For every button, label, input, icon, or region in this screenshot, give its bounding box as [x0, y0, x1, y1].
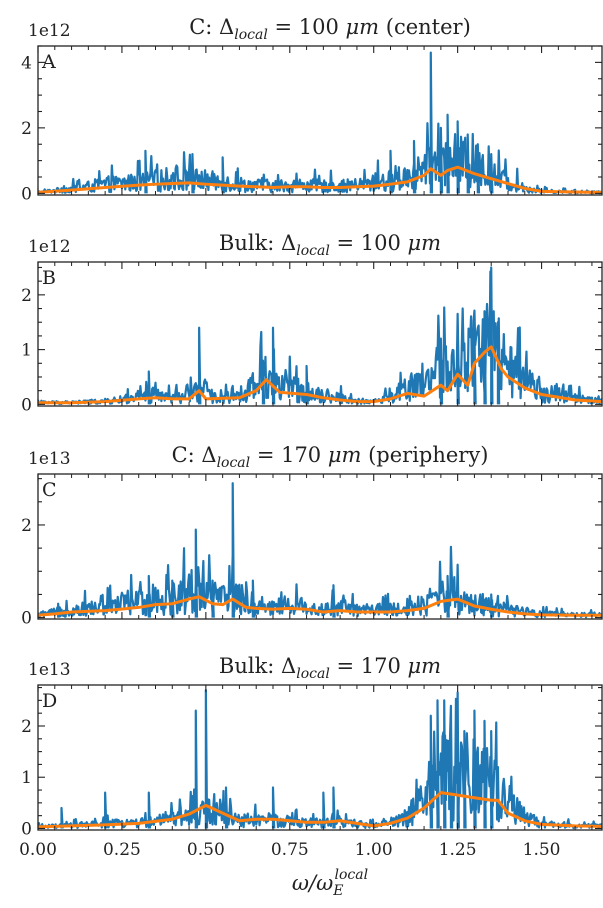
- smoothed-line: [38, 165, 602, 194]
- y-tick-label: 2: [21, 286, 32, 306]
- y-tick-label: 0: [21, 609, 32, 629]
- y-tick-label: 1: [21, 341, 32, 361]
- smoothed-line: [38, 345, 602, 405]
- x-tick-label: 0.00: [19, 840, 57, 860]
- axes-frame: [37, 261, 603, 407]
- panel-title: Bulk: Δlocal = 100 μm: [219, 231, 441, 259]
- smoothed-line: [38, 791, 602, 829]
- y-tick-label: 2: [21, 119, 32, 139]
- panel-title: Bulk: Δlocal = 170 μm: [219, 654, 441, 682]
- x-tick-label: 1.25: [439, 840, 477, 860]
- smoothed-line: [38, 595, 602, 617]
- y-tick-label: 0: [21, 395, 32, 415]
- spectrum-line: [38, 482, 602, 619]
- panel-label: A: [41, 51, 56, 73]
- y-multiplier: 1e12: [28, 237, 71, 257]
- panel-d: 0 1 2 1e13 D Bulk: Δlocal = 170 μm 0.00 0.25 0.5…: [19, 654, 603, 899]
- spectrum-line: [38, 689, 602, 830]
- panel-label: D: [42, 690, 57, 712]
- y-multiplier: 1e13: [28, 660, 71, 680]
- y-tick-label: 4: [21, 53, 32, 73]
- axes-frame: [37, 684, 603, 831]
- spectrum-line: [38, 266, 602, 406]
- panel-title: C: Δlocal = 170 μm (periphery): [172, 443, 489, 471]
- y-tick-label: 2: [21, 516, 32, 536]
- axes-frame: [37, 473, 603, 620]
- plot-area: [38, 689, 602, 830]
- panel-b: 0 1 2 1e12 B Bulk: Δlocal = 100 μm: [21, 231, 603, 415]
- y-tick-label: 0: [21, 184, 32, 204]
- x-tick-label: 1.00: [355, 840, 393, 860]
- y-multiplier: 1e12: [28, 21, 71, 41]
- plot-area: [38, 266, 602, 406]
- y-tick-label: 1: [21, 768, 32, 788]
- panel-c: 0 2 1e13 C C: Δlocal = 170 μm (periphery): [21, 443, 603, 629]
- panel-label: C: [42, 479, 57, 501]
- y-multiplier: 1e13: [28, 449, 71, 469]
- x-tick-label: 0.50: [187, 840, 225, 860]
- panel-a: 0 2 4 1e12 A C: Δlocal = 100 μm (center): [21, 15, 603, 204]
- spectrum-line: [38, 51, 602, 195]
- y-tick-label: 2: [21, 717, 32, 737]
- x-tick-label: 0.25: [103, 840, 141, 860]
- panel-label: B: [42, 267, 56, 289]
- x-tick-label: 0.75: [271, 840, 309, 860]
- x-tick-label: 1.50: [523, 840, 561, 860]
- axes-frame: [37, 45, 603, 196]
- plot-area: [38, 482, 602, 619]
- panel-title: C: Δlocal = 100 μm (center): [189, 15, 471, 43]
- x-axis-label: ω/ωElocal: [292, 867, 368, 899]
- plot-area: [38, 51, 602, 195]
- y-tick-label: 0: [21, 819, 32, 839]
